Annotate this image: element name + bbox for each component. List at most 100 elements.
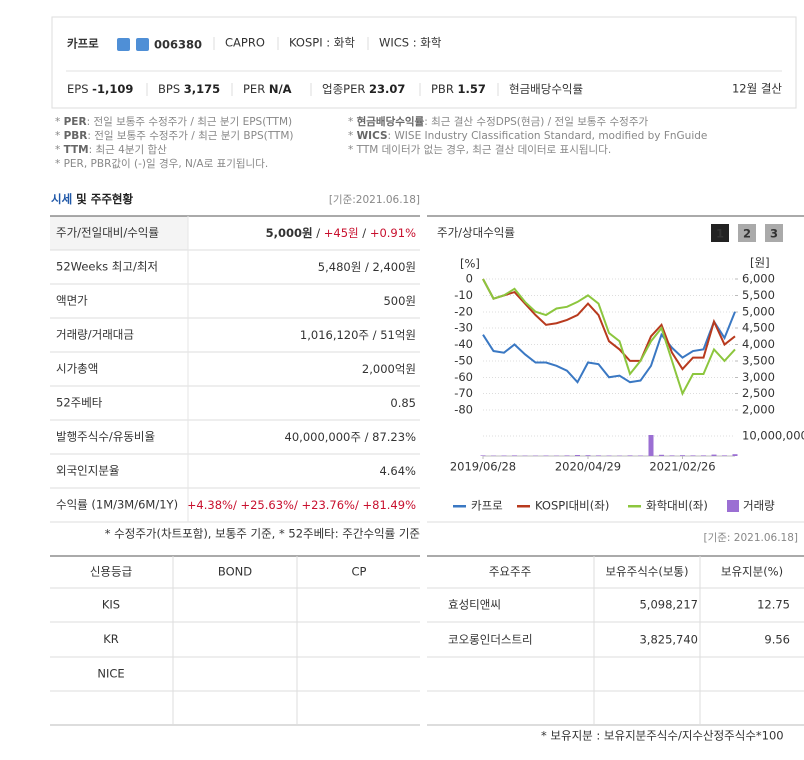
holders-header: 주요주주 (489, 565, 531, 579)
value-part: / (359, 226, 370, 240)
holders-date: [기준: 2021.06.18] (703, 532, 798, 544)
metric: EPS -1,109 (67, 82, 133, 96)
y-tick-label: -70 (454, 386, 473, 400)
volume-bar (711, 454, 717, 456)
note-text: : 전일 보통주 수정주가 / 최근 분기 EPS(TTM) (87, 115, 293, 128)
note-mark: * (348, 130, 353, 142)
metric-label: 현금배당수익률 (509, 82, 583, 96)
row-label: 거래량/거래대금 (56, 328, 134, 342)
volume-bar (501, 455, 507, 456)
row-value: 4.64% (379, 464, 416, 478)
note-term: TTM (64, 144, 89, 156)
chart-button-label: 1 (716, 227, 724, 241)
row-label: 시가총액 (56, 362, 98, 376)
home-icon[interactable] (117, 38, 130, 51)
note-term: PBR (64, 130, 88, 142)
x-tick-label: 2021/02/26 (649, 460, 715, 474)
metric-value: 23.07 (369, 82, 405, 96)
section-title: 시세 및 주주현황 (51, 192, 133, 206)
holder-shares: 5,098,217 (639, 598, 698, 612)
x-tick-label: 2020/04/29 (555, 460, 621, 474)
row-value: 1,016,120주 / 51억원 (300, 328, 416, 342)
credit-agency: NICE (97, 667, 124, 681)
note-mark: * (55, 144, 60, 156)
fiscal: 12월 결산 (732, 82, 782, 96)
volume-bar (722, 455, 727, 456)
note-mark: * (348, 116, 353, 128)
note-text: TTM 데이터가 없는 경우, 최근 결산 데이터로 표시됩니다. (356, 143, 612, 156)
note-term: WICS (357, 130, 388, 142)
volume-bar (638, 455, 643, 456)
series-line (482, 311, 736, 384)
row-value: +4.38%/ +25.63%/ +23.76%/ +81.49% (187, 498, 416, 512)
value-part: 5,480원 / 2,400원 (318, 260, 416, 274)
metric: PBR 1.57 (431, 82, 486, 96)
row-value: 0.85 (390, 396, 416, 410)
volume-bar (575, 455, 580, 456)
note-mark: * (55, 158, 60, 170)
chart-button[interactable] (738, 224, 756, 242)
volume-bar (659, 454, 664, 456)
holder-ratio: 9.56 (764, 633, 790, 647)
row-value: 5,480원 / 2,400원 (318, 260, 416, 274)
x-tick-label: 2019/06/28 (450, 460, 516, 474)
y-tick-label: -50 (454, 353, 473, 367)
note: * PER, PBR값이 (-)일 경우, N/A로 표기됩니다. (55, 157, 268, 170)
tag: WICS : 화학 (379, 36, 442, 50)
volume-bar (564, 455, 570, 456)
metric: PER N/A (243, 82, 292, 96)
row-label: 액면가 (56, 294, 88, 308)
holder-name: 코오롱인더스트리 (448, 633, 533, 647)
value-part: 2,000억원 (362, 362, 416, 376)
volume-bar (512, 455, 517, 456)
chart-button[interactable] (765, 224, 783, 242)
metric-label: PBR (431, 82, 454, 96)
note: * PER: 전일 보통주 수정주가 / 최근 분기 EPS(TTM) (55, 115, 292, 128)
value-part: 5,000원 (266, 226, 313, 240)
note-term: 현금배당수익률 (357, 115, 425, 128)
series-line (482, 278, 736, 371)
volume-bar (627, 455, 633, 456)
row-value: 40,000,000주 / 87.23% (285, 430, 417, 444)
value-part: +45원 (324, 226, 359, 240)
base-date: [기준:2021.06.18] (329, 194, 420, 206)
value-part: +4.38%/ +25.63%/ +23.76%/ +81.49% (187, 498, 416, 512)
credit-header: BOND (218, 565, 252, 579)
y-tick-label: -20 (454, 304, 473, 318)
chart-button[interactable] (711, 224, 729, 242)
volume-bar (680, 455, 685, 456)
y-tick-label: -40 (454, 337, 473, 351)
holders-header: 보유주식수(보통) (605, 565, 688, 579)
y2-tick-label: 2,000 (742, 403, 775, 417)
y2-tick-label: 3,500 (742, 353, 775, 367)
table-footnote: * 수정주가(차트포함), 보통주 기준, * 52주베타: 주간수익률 기준 (105, 527, 420, 541)
volume-bar (690, 455, 696, 456)
value-part: 1,016,120주 / 51억원 (300, 328, 416, 342)
note-text: : 최근 4분기 합산 (89, 144, 168, 156)
y-tick-label: -10 (454, 288, 473, 302)
chart-button-label: 3 (770, 227, 778, 241)
y2-tick-label: 2,500 (742, 386, 775, 400)
note-text: : WISE Industry Classification Standard,… (388, 130, 708, 142)
tag: CAPRO (225, 36, 265, 50)
row-label: 외국인지분율 (56, 464, 119, 478)
chart-button-label: 2 (743, 227, 751, 241)
y2-tick-label: 6,000 (742, 272, 775, 286)
chart-title: 주가/상대수익률 (437, 226, 515, 240)
metric-label: EPS (67, 82, 89, 96)
volume-bar (701, 455, 706, 456)
note: * PBR: 전일 보통주 수정주가 / 최근 분기 BPS(TTM) (55, 129, 294, 142)
note-text: : 전일 보통주 수정주가 / 최근 분기 BPS(TTM) (87, 129, 293, 142)
header-box (51, 16, 797, 109)
y-tick-label: 0 (466, 272, 473, 286)
metric-value: 3,175 (184, 82, 220, 96)
value-part: 500원 (383, 294, 416, 308)
y-tick-label: -80 (454, 403, 473, 417)
phone-icon[interactable] (136, 38, 149, 51)
legend-label: 카프로 (471, 499, 503, 513)
section-rest: 및 주주현황 (72, 192, 133, 206)
volume-tick-label: 10,000,000 (742, 429, 804, 443)
metric: BPS 3,175 (158, 82, 220, 96)
row-label: 52Weeks 최고/최저 (56, 260, 158, 274)
